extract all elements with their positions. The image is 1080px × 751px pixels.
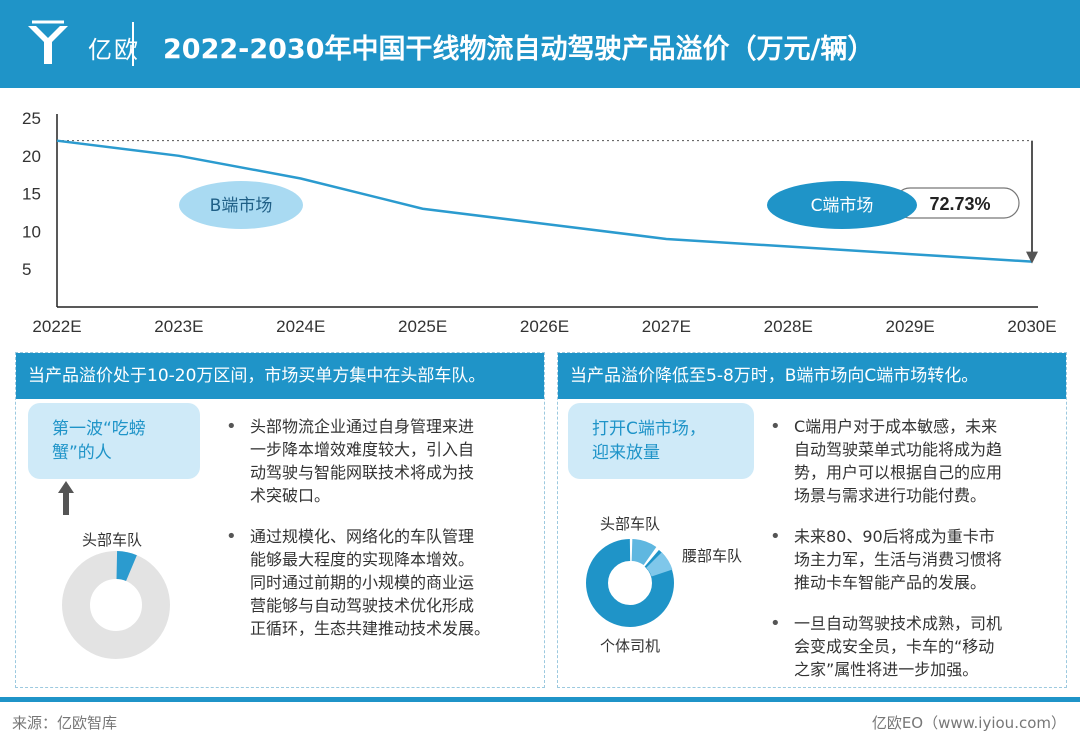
y-tick-label: 25 <box>22 109 41 128</box>
page-title: 2022-2030年中国干线物流自动驾驶产品溢价（万元/辆） <box>163 34 875 65</box>
yiou-logo-icon <box>28 20 68 64</box>
right-bullet-line: 之家”属性将进一步加强。 <box>794 660 979 679</box>
right-bullet-list: C端用户对于成本敏感，未来自动驾驶菜单式功能将成为趋势，用户可以根据自己的应用场… <box>768 415 1064 699</box>
header-bar: 亿欧 2022-2030年中国干线物流自动驾驶产品溢价（万元/辆） <box>0 0 1080 88</box>
donut-label-mid-fleet: 腰部车队 <box>682 547 743 565</box>
x-tick-label: 2026E <box>520 317 569 336</box>
right-bullet-line: 会变成安全员，卡车的“移动 <box>794 637 995 656</box>
left-donut-chart <box>62 551 170 659</box>
b-market-ellipse <box>179 181 303 229</box>
left-bullet-line: 正循环，生态共建推动技术发展。 <box>250 619 491 638</box>
x-tick-label: 2025E <box>398 317 447 336</box>
right-bubble: 打开C端市场， 迎来放量 <box>568 403 754 479</box>
header-divider <box>132 22 134 66</box>
left-bullet-list: 头部物流企业通过自身管理来进一步降本增效难度较大，引入自动驾驶与智能网联技术将成… <box>224 415 544 658</box>
left-panel: 当产品溢价处于10-20万区间，市场买单方集中在头部车队。 第一波“吃螃 蟹”的… <box>15 352 545 688</box>
donut-segment-individual <box>586 539 674 627</box>
right-bullet-line: 场主力军，生活与消费习惯将 <box>794 550 1003 569</box>
donut-segment-rest <box>62 551 170 659</box>
left-bubble-line: 第一波“吃螃 <box>52 419 146 439</box>
right-bullet-line: 一旦自动驾驶技术成熟，司机 <box>794 614 1003 633</box>
series-line <box>56 139 1033 263</box>
donut-label-top-fleet: 头部车队 <box>600 515 661 533</box>
left-donut-label: 头部车队 <box>82 531 143 549</box>
c-market-label: C端市场 <box>811 196 874 216</box>
donut-segment-top-fleet <box>115 551 137 582</box>
right-donut-chart <box>586 538 674 627</box>
left-bullet-line: 同时通过前期的小规模的商业运 <box>250 573 475 592</box>
left-bullet-line: 术突破口。 <box>250 486 331 505</box>
x-tick-label: 2024E <box>276 317 325 336</box>
left-bullet: 头部物流企业通过自身管理来进一步降本增效难度较大，引入自动驾驶与智能网联技术将成… <box>224 415 544 507</box>
donut-label-individual: 个体司机 <box>600 637 661 655</box>
x-tick-label: 2023E <box>154 317 203 336</box>
right-bullet-line: 推动卡车智能产品的发展。 <box>794 573 987 592</box>
source-note: 来源：亿欧智库 <box>12 714 118 732</box>
x-tick-label: 2022E <box>32 317 81 336</box>
right-bullet-line: 未来80、90后将成为重卡市 <box>794 527 995 546</box>
left-bullet-line: 营能够与自动驾驶技术优化形成 <box>250 596 475 615</box>
right-bullet-line: 自动驾驶菜单式功能将成为趋 <box>794 440 1003 459</box>
decline-arrow-head <box>1026 251 1038 264</box>
b-market-label: B端市场 <box>210 196 273 216</box>
left-panel-heading: 当产品溢价处于10-20万区间，市场买单方集中在头部车队。 <box>16 353 544 399</box>
x-tick-label: 2028E <box>764 317 813 336</box>
right-bullet-line: 势，用户可以根据自己的应用 <box>794 463 1003 482</box>
logo-text: 亿欧 <box>88 36 140 64</box>
left-bullet-line: 通过规模化、网络化的车队管理 <box>250 527 475 546</box>
left-bubble-line: 蟹”的人 <box>52 443 112 463</box>
right-panel: 当产品溢价降低至5-8万时，B端市场向C端市场转化。 打开C端市场， 迎来放量 … <box>557 352 1067 688</box>
right-bubble-line: 迎来放量 <box>592 443 660 463</box>
decline-value: 72.73% <box>929 194 990 214</box>
donut-segment-top-fleet <box>631 539 657 566</box>
up-arrow-icon <box>58 481 74 515</box>
right-bubble-line: 打开C端市场， <box>592 419 706 439</box>
premium-line-chart: 25 20 15 10 5 2022E 2023E 2024E 2025E 2026E 2027E 2… <box>22 109 1057 336</box>
footer-bar <box>0 697 1080 702</box>
left-bullet-line: 头部物流企业通过自身管理来进 <box>250 417 475 436</box>
left-bubble: 第一波“吃螃 蟹”的人 <box>28 403 200 479</box>
y-tick-label: 10 <box>22 222 41 241</box>
right-bullet: C端用户对于成本敏感，未来自动驾驶菜单式功能将成为趋势，用户可以根据自己的应用场… <box>768 415 1064 507</box>
x-tick-label: 2029E <box>886 317 935 336</box>
right-bullet-line: 场景与需求进行功能付费。 <box>794 486 987 505</box>
y-tick-label: 15 <box>22 185 41 204</box>
left-bullet-line: 能够最大程度的实现降本增效。 <box>250 550 475 569</box>
left-bullet-line: 一步降本增效难度较大，引入自 <box>250 440 475 459</box>
right-bullet-line: C端用户对于成本敏感，未来 <box>794 417 998 436</box>
donut-segment-mid-fleet <box>645 552 673 578</box>
c-market-ellipse <box>767 181 917 229</box>
y-tick-label: 20 <box>22 147 41 166</box>
x-tick-label: 2030E <box>1007 317 1056 336</box>
left-bullet-line: 动驾驶与智能网联技术将成为技 <box>250 463 475 482</box>
right-panel-heading: 当产品溢价降低至5-8万时，B端市场向C端市场转化。 <box>558 353 1066 399</box>
brand-note: 亿欧EO（www.iyiou.com） <box>871 714 1066 732</box>
left-bullet: 通过规模化、网络化的车队管理能够最大程度的实现降本增效。同时通过前期的小规模的商… <box>224 525 544 640</box>
x-tick-label: 2027E <box>642 317 691 336</box>
y-tick-label: 5 <box>22 260 31 279</box>
